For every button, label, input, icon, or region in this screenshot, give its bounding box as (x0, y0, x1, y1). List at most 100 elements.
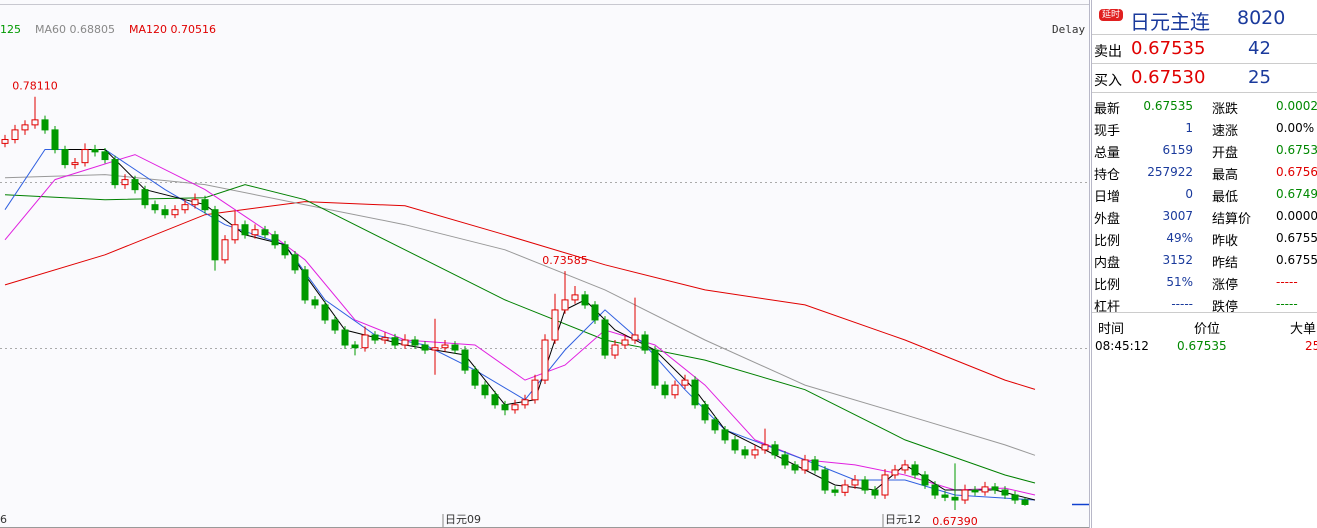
stat-row: 外盘 3007 结算价 0.00000 (1092, 205, 1317, 227)
bid-volume: 25 (1248, 67, 1271, 88)
trade-time: 08:45:12 (1095, 339, 1149, 353)
candle-body (931, 484, 939, 496)
stat-value: 0.67490 (1276, 187, 1317, 201)
stat-value: 257922 (1147, 165, 1193, 179)
candle-body (921, 474, 929, 486)
candle-body (201, 199, 209, 211)
chart-bg (0, 0, 1090, 528)
divider (1092, 312, 1317, 313)
legend-entry: MA120 0.70516 (129, 23, 216, 36)
candle-body (211, 209, 219, 261)
stat-label: 比例 (1094, 234, 1121, 249)
candle-body (471, 369, 479, 386)
candle-body (361, 334, 369, 349)
candle-body (821, 469, 829, 491)
candle-body (321, 304, 329, 321)
candle-body (431, 347, 439, 351)
stat-label: 最低 (1212, 190, 1239, 205)
stat-value: ----- (1171, 297, 1193, 311)
candle-body (141, 189, 149, 206)
stat-value: 0.00020/0.03% (1276, 99, 1317, 113)
candle-body (131, 179, 139, 191)
candle-body (1021, 499, 1029, 505)
ask-volume: 42 (1248, 38, 1271, 59)
stat-value: 1 (1185, 121, 1193, 135)
stat-label: 结算价 (1212, 212, 1252, 227)
candle-body (911, 464, 919, 476)
trade-price: 0.67535 (1177, 339, 1227, 353)
candle-body (861, 479, 869, 491)
stat-value: 51% (1166, 275, 1193, 289)
candle-body (551, 309, 559, 341)
candle-body (241, 224, 249, 236)
quote-panel: 延时 日元主连 8020 卖出 0.67535 42 买入 0.67530 25… (1091, 0, 1317, 528)
candle-body (411, 339, 419, 346)
candle-body (901, 464, 909, 471)
candle-body (841, 484, 849, 493)
stat-label: 最新 (1094, 102, 1121, 117)
candle-body (191, 199, 199, 206)
stat-value: 3152 (1162, 253, 1193, 267)
candle-body (381, 337, 389, 341)
ask-price: 0.67535 (1131, 38, 1206, 59)
candle-body (491, 394, 499, 406)
candle-body (721, 429, 729, 441)
delay-badge: 延时 (1099, 9, 1124, 21)
stat-label: 涨停 (1212, 278, 1239, 293)
candle-body (671, 384, 679, 396)
candle-body (661, 384, 669, 396)
trade-size: 25 (1305, 339, 1317, 353)
panel-header: 延时 日元主连 8020 (1092, 0, 1317, 35)
col-header: 时间 (1098, 322, 1125, 337)
stat-row: 内盘 3152 昨结 0.67550 (1092, 249, 1317, 271)
candle-body (151, 204, 159, 211)
candle-body (581, 294, 589, 306)
chart: Delay 6 125 MA60 0.68805 MA120 0.70516 日元09… (0, 0, 1090, 528)
instrument-code: 8020 (1237, 7, 1286, 29)
stat-value: 0.67535 (1143, 99, 1193, 113)
stat-label: 最高 (1212, 168, 1239, 183)
candle-body (701, 404, 709, 421)
candle-body (121, 179, 129, 186)
stat-label: 开盘 (1212, 146, 1239, 161)
legend-entry: 125 (0, 23, 21, 36)
candle-body (11, 129, 19, 141)
stat-value: 0.67530 (1276, 143, 1317, 157)
candle-body (181, 204, 189, 211)
candle-body (71, 162, 79, 166)
candle-body (521, 399, 529, 406)
stat-label: 持仓 (1094, 168, 1121, 183)
bid-price: 0.67530 (1131, 67, 1206, 88)
candle-body (571, 294, 579, 301)
stat-value: 6159 (1162, 143, 1193, 157)
candle-body (621, 339, 629, 346)
candle-body (301, 269, 309, 301)
x-tick-label: 日元09 (445, 513, 481, 526)
delay-label: Delay (1052, 23, 1085, 36)
candle-body (951, 496, 959, 501)
candle-body (401, 339, 409, 346)
candle-body (341, 329, 349, 346)
candle-body (501, 404, 509, 411)
candle-body (41, 119, 49, 131)
legend-entry: MA60 0.68805 (35, 23, 115, 36)
edge-label: 6 (0, 513, 7, 526)
stat-label: 昨收 (1212, 234, 1239, 249)
candle-body (111, 159, 119, 186)
stat-label: 杠杆 (1094, 300, 1121, 315)
stat-label: 昨结 (1212, 256, 1239, 271)
stat-value: 0.00% (1276, 121, 1315, 135)
stat-label: 速涨 (1212, 124, 1239, 139)
candle-body (271, 234, 279, 246)
candle-body (891, 469, 899, 476)
candle-body (801, 459, 809, 471)
stat-row: 持仓 257922 最高 0.67560 (1092, 161, 1317, 183)
stat-value: 0.67550 (1276, 253, 1317, 267)
candle-body (1011, 494, 1019, 501)
stat-value: 3007 (1162, 209, 1193, 223)
candle-body (291, 254, 299, 271)
ask-row: 卖出 0.67535 42 (1092, 35, 1317, 64)
stat-row: 现手 1 速涨 0.00% (1092, 117, 1317, 139)
stat-value: 0.00000 (1276, 209, 1317, 223)
stat-label: 比例 (1094, 278, 1121, 293)
